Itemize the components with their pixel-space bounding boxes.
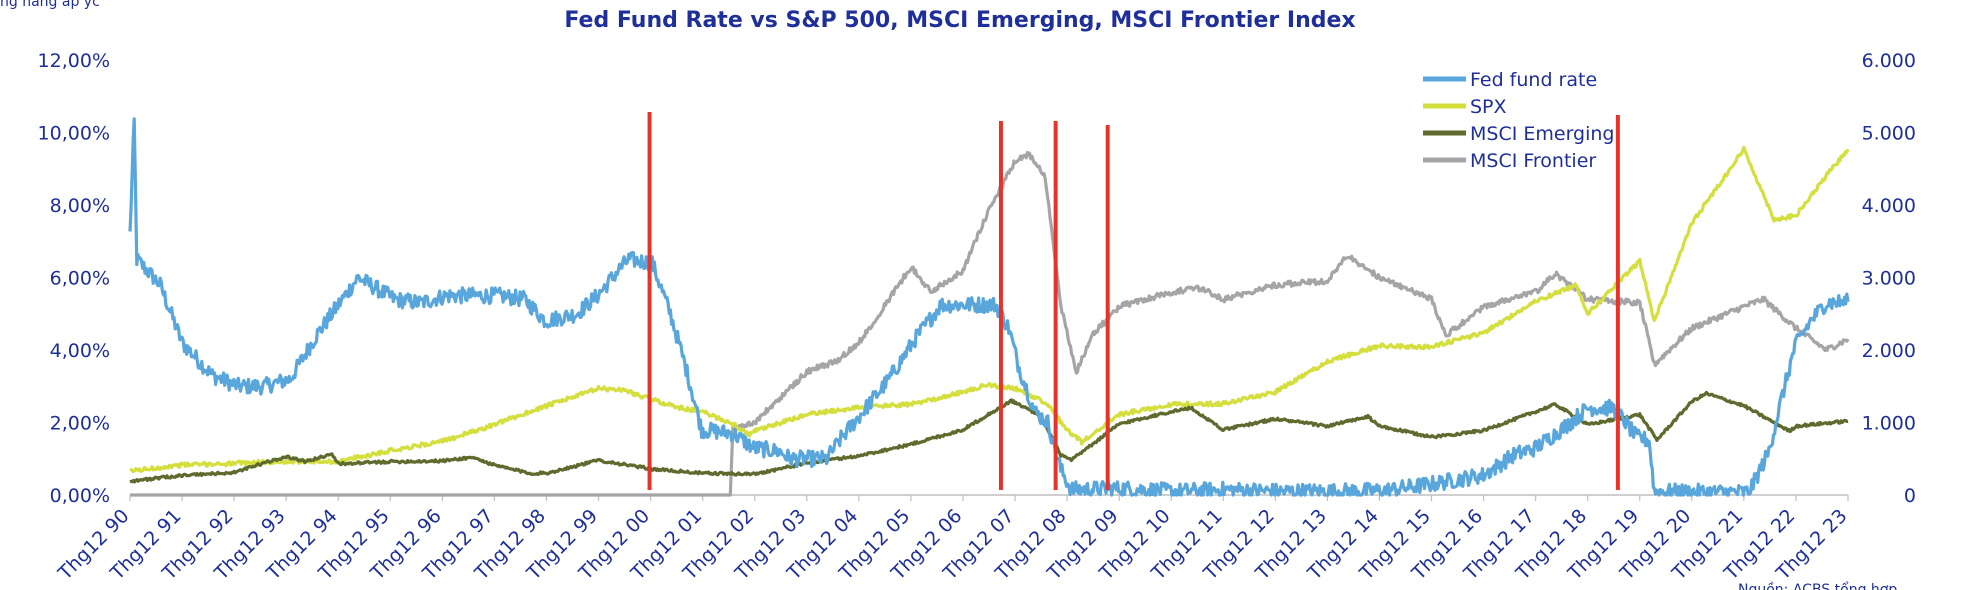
legend-label-msci-emerging: MSCI Emerging	[1470, 123, 1615, 145]
right-tick-label: 6.000	[1862, 50, 1916, 72]
left-tick-label: 6,00%	[50, 268, 110, 290]
legend-label-fed-fund-rate: Fed fund rate	[1470, 69, 1597, 91]
right-tick-label: 2.000	[1862, 340, 1916, 362]
series-line-msci-frontier	[129, 150, 1850, 497]
legend-label-msci-frontier: MSCI Frontier	[1470, 150, 1596, 172]
right-tick-label: 4.000	[1862, 195, 1916, 217]
left-tick-label: 10,00%	[38, 123, 110, 145]
legend: Fed fund rate SPX MSCI Emerging MSCI Fronti…	[1423, 69, 1615, 172]
right-tick-label: 1.000	[1862, 413, 1916, 435]
series-line-msci-emerging	[129, 390, 1849, 484]
left-y-axis: 0,00% 2,00% 4,00% 6,00% 8,00% 10,00% 12,00%	[38, 50, 110, 507]
right-tick-label: 0	[1904, 485, 1916, 507]
left-tick-label: 12,00%	[38, 50, 110, 72]
footer-fragment: Nguồn: ACBS tổng hợp	[1738, 581, 1897, 590]
left-tick-label: 0,00%	[50, 485, 110, 507]
left-tick-label: 8,00%	[50, 195, 110, 217]
vertical-markers	[647, 112, 1620, 490]
legend-label-spx: SPX	[1470, 96, 1507, 118]
series-line-fed-fund-rate	[128, 117, 1850, 497]
chart-title: Fed Fund Rate vs S&P 500, MSCI Emerging,…	[564, 8, 1355, 33]
left-tick-label: 4,00%	[50, 340, 110, 362]
left-tick-label: 2,00%	[50, 413, 110, 435]
right-tick-label: 3.000	[1862, 268, 1916, 290]
series-line-spx	[129, 145, 1850, 473]
right-y-axis: 0 1.000 2.000 3.000 4.000 5.000 6.000	[1862, 50, 1916, 507]
right-tick-label: 5.000	[1862, 123, 1916, 145]
header-fragment: ng hàng ap yc	[0, 0, 100, 10]
series-group	[128, 117, 1850, 497]
